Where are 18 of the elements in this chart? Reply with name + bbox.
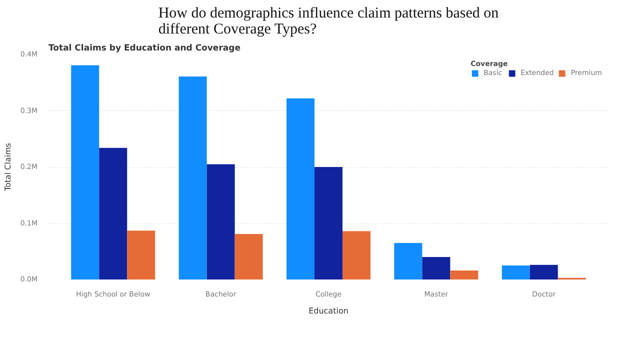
bar — [206, 164, 235, 280]
chart-subtitle: Total Claims by Education and Coverage — [48, 44, 241, 54]
bar — [178, 76, 207, 280]
bar — [530, 264, 558, 280]
bar — [314, 167, 342, 280]
chart-title: How do demographics influence claim patterns based on different Coverage Types? — [158, 6, 500, 38]
bar — [234, 234, 263, 280]
bar — [127, 230, 156, 280]
bar — [71, 65, 100, 280]
x-axis-title: Education — [308, 306, 348, 316]
bar — [99, 148, 128, 280]
bar — [450, 270, 478, 280]
bar — [286, 98, 314, 280]
y-axis-title: Total Claims — [3, 142, 12, 192]
bar — [422, 257, 450, 280]
bar — [342, 231, 370, 280]
bar — [502, 265, 530, 280]
bar — [394, 242, 422, 280]
